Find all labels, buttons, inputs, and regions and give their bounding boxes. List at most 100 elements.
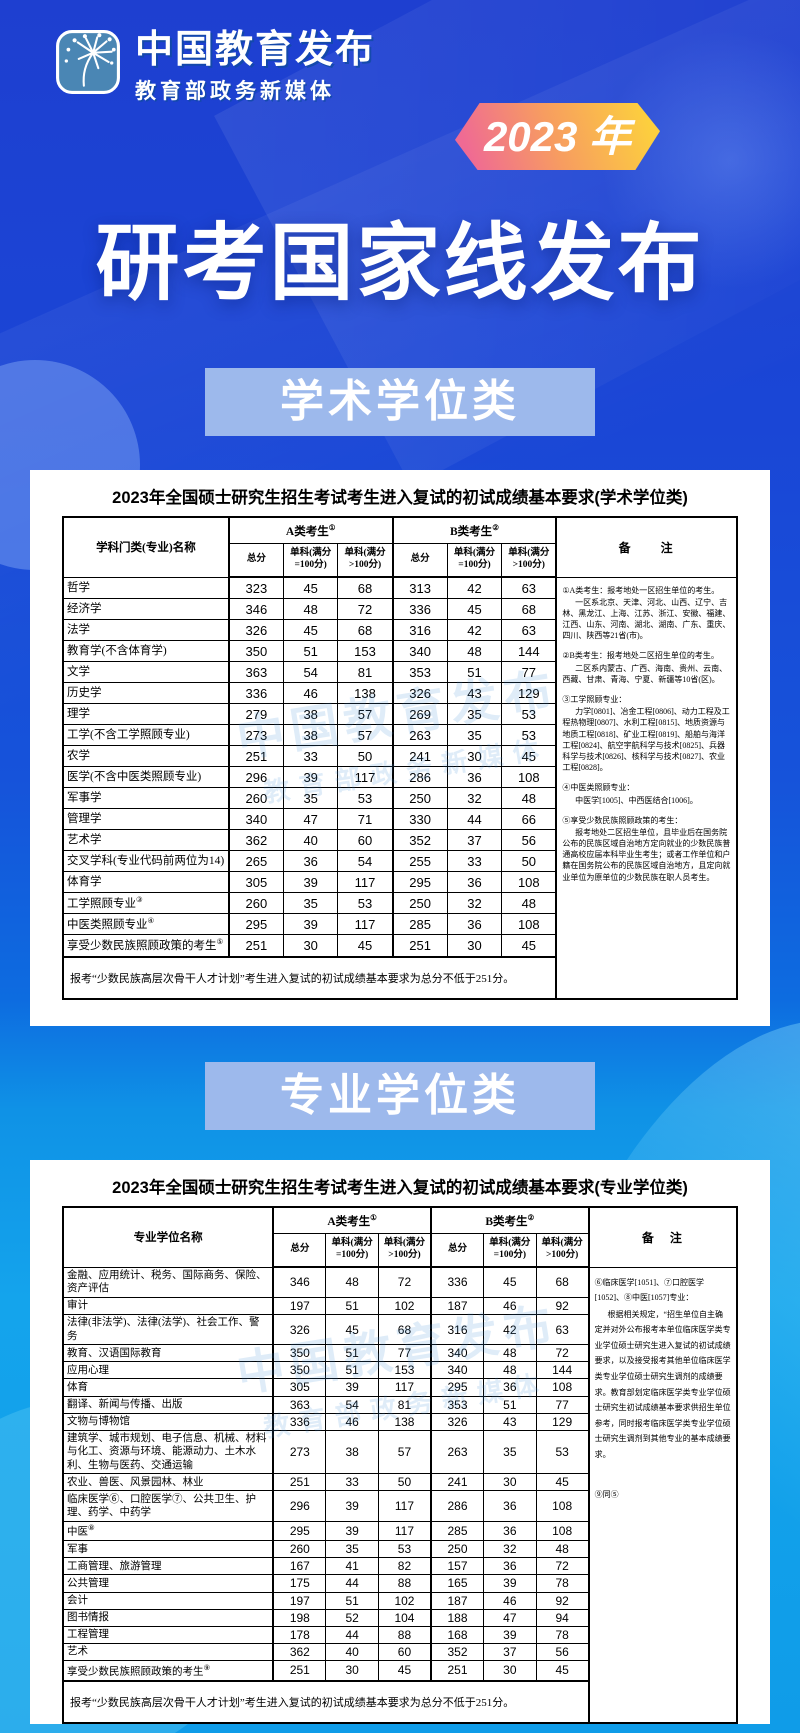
a-total: 260: [227, 891, 284, 915]
a-total: 336: [272, 1412, 327, 1431]
b-singleover100: 56: [535, 1642, 590, 1662]
a-total: 350: [272, 1361, 327, 1380]
b-singleover100: 45: [535, 1659, 590, 1682]
b-singleover100: 129: [501, 682, 557, 704]
a-total: 251: [272, 1473, 327, 1492]
subject-name: 体育: [62, 1378, 274, 1397]
a-singleover100: 57: [377, 1429, 432, 1475]
b-single100: 35: [446, 724, 503, 746]
subject-name: 工学(不含工学照顾专业): [62, 724, 230, 746]
remark-paragraph: ⑥临床医学[1051]、⑦口腔医学[1052]、⑧中医[1057]专业：: [594, 1277, 704, 1303]
subject-name: 体育学: [62, 871, 230, 893]
a-singleover100: 71: [337, 808, 394, 830]
table-row: 军事学 260 35 53 250 32 48: [62, 787, 737, 809]
b-singleover100: 108: [535, 1520, 590, 1542]
remark-paragraph: ②B类考生：报考地处二区招生单位的考生。: [562, 651, 719, 661]
a-total: 362: [272, 1642, 327, 1662]
a-total: 197: [272, 1296, 327, 1315]
subject-name: 教育学(不含体育学): [62, 640, 230, 662]
b-single100: 39: [483, 1574, 537, 1593]
col-header-name: 专业学位名称: [62, 1206, 274, 1268]
a-single100: 48: [282, 598, 339, 620]
a-total: 326: [227, 619, 284, 641]
a-singleover100: 53: [337, 891, 394, 915]
a-singleover100: 50: [337, 745, 394, 767]
a-single100: 51: [325, 1296, 379, 1315]
a-singleover100: 50: [377, 1473, 432, 1492]
logo-dandelion-icon: [55, 29, 121, 95]
section-banner-professional: 专业学位类: [205, 1062, 595, 1130]
subject-name: 经济学: [62, 598, 230, 620]
b-single100: 36: [483, 1490, 537, 1522]
a-singleover100: 72: [337, 598, 394, 620]
col-header-a-singleover100: 单科(满分>100分): [337, 543, 394, 578]
a-single100: 30: [325, 1659, 379, 1682]
col-header-b-total: 总分: [429, 1233, 485, 1268]
footnote-marker: ⑨: [203, 1662, 211, 1672]
a-total: 260: [227, 787, 284, 809]
subject-name: 金融、应用统计、税务、国际商务、保险、资产评估: [62, 1266, 274, 1298]
col-header-b-single100: 单科(满分=100分): [483, 1233, 537, 1268]
a-total: 346: [272, 1266, 327, 1298]
footnote-marker: ①: [370, 1212, 377, 1222]
b-single100: 45: [446, 598, 503, 620]
logo-title: 中国教育发布: [135, 29, 376, 71]
subject-name: 中医类照顾专业④: [62, 913, 230, 936]
a-single100: 51: [325, 1361, 379, 1380]
subject-name: 理学: [62, 703, 230, 725]
col-header-name: 学科门类(专业)名称: [62, 516, 230, 578]
subject-name: 哲学: [62, 576, 230, 599]
a-single100: 39: [282, 766, 339, 788]
col-header-remark: 备 注: [587, 1206, 738, 1268]
footnote-marker: ①: [328, 522, 336, 532]
a-single100: 45: [282, 576, 339, 599]
professional-table-title: 2023年全国硕士研究生招生考试考生进入复试的初试成绩基本要求(专业学位类): [112, 1179, 688, 1197]
b-singleover100: 50: [501, 850, 557, 872]
b-total: 285: [429, 1520, 485, 1542]
footnote-marker: ④: [147, 916, 155, 926]
table-row: 金融、应用统计、税务、国际商务、保险、资产评估 346 48 72 336 45 68 ⑥临床…: [62, 1266, 738, 1724]
b-singleover100: 144: [501, 640, 557, 662]
col-header-a-single100: 单科(满分=100分): [282, 543, 339, 578]
b-total: 187: [429, 1591, 485, 1610]
subject-name: 图书情报: [62, 1608, 274, 1627]
remark-cell: ①A类考生：报考地处一区招生单位的考生。 一区系北京、天津、河北、山西、辽宁、吉林…: [555, 576, 738, 1000]
b-total: 295: [391, 871, 448, 893]
b-total: 263: [391, 724, 448, 746]
b-total: 251: [429, 1659, 485, 1682]
a-singleover100: 68: [337, 576, 394, 599]
b-total: 340: [391, 640, 448, 662]
a-singleover100: 81: [337, 661, 394, 683]
a-singleover100: 45: [377, 1659, 432, 1682]
b-single100: 35: [483, 1429, 537, 1475]
a-singleover100: 72: [377, 1266, 432, 1298]
b-single100: 45: [483, 1266, 537, 1298]
remark-cell: ⑥临床医学[1051]、⑦口腔医学[1052]、⑧中医[1057]专业： 根据相关…: [587, 1266, 738, 1724]
a-single100: 36: [282, 850, 339, 872]
b-single100: 51: [483, 1395, 537, 1414]
b-total: 336: [391, 598, 448, 620]
year-badge: 2023 年: [455, 103, 660, 170]
subject-name: 军事: [62, 1540, 274, 1559]
a-total: 340: [227, 808, 284, 830]
a-singleover100: 117: [337, 871, 394, 893]
a-singleover100: 104: [377, 1608, 432, 1627]
a-singleover100: 45: [337, 934, 394, 958]
col-header-b-total: 总分: [391, 543, 448, 578]
subject-name: 工商管理、旅游管理: [62, 1557, 274, 1576]
a-singleover100: 117: [377, 1490, 432, 1522]
subject-name: 艺术学: [62, 829, 230, 851]
b-singleover100: 92: [535, 1591, 590, 1610]
subject-name: 公共管理: [62, 1574, 274, 1593]
a-singleover100: 117: [337, 913, 394, 936]
b-single100: 37: [483, 1642, 537, 1662]
a-singleover100: 117: [377, 1520, 432, 1542]
b-total: 165: [429, 1574, 485, 1593]
remark-paragraph: 力学[0801]、冶金工程[0806]、动力工程及工程热物理[0807]、水利工…: [562, 707, 730, 773]
a-singleover100: 138: [377, 1412, 432, 1431]
b-total: 250: [391, 891, 448, 915]
b-singleover100: 53: [535, 1429, 590, 1475]
b-singleover100: 56: [501, 829, 557, 851]
a-single100: 35: [282, 787, 339, 809]
b-singleover100: 94: [535, 1608, 590, 1627]
